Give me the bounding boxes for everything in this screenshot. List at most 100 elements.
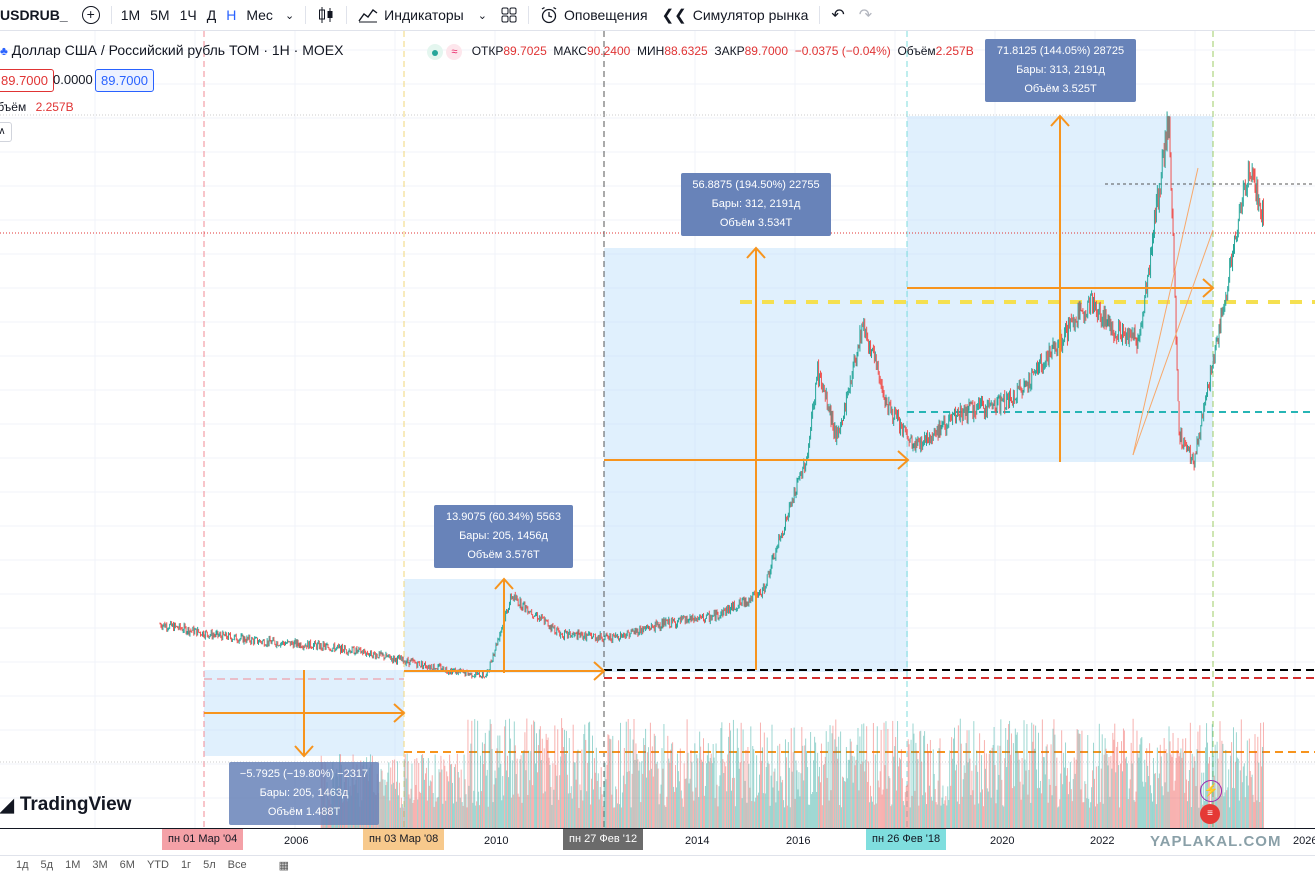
alerts-label: Оповещения	[563, 7, 648, 23]
trend-line	[1132, 229, 1214, 456]
axis-year-2022: 2022	[1090, 835, 1115, 847]
timeframe-month[interactable]: Мес	[246, 7, 273, 23]
indicators-button[interactable]: Индикаторы	[351, 0, 471, 30]
timeframe-day[interactable]: Д	[206, 7, 217, 23]
timeframe-week[interactable]: Н	[226, 7, 237, 23]
measure-bars: Бары: 312, 2191д	[711, 198, 801, 210]
undo-button[interactable]: ↶	[824, 0, 851, 30]
indicators-icon	[358, 9, 378, 23]
volume-histogram	[320, 718, 1264, 828]
redo-button[interactable]: ↷	[852, 0, 879, 30]
timeframe-1h[interactable]: 1Ч	[179, 7, 197, 23]
axis-year-2026: 2026	[1293, 835, 1315, 847]
range-3m[interactable]: 3М	[92, 859, 108, 871]
divider	[819, 6, 821, 24]
measure-change: 56.8875 (194.50%) 22755	[692, 179, 820, 191]
divider	[110, 6, 112, 24]
volume-row-value: 2.257B	[35, 100, 74, 114]
time-axis[interactable]: пн 01 Мар '04 2006 пн 03 Мар '08 2010 пн…	[0, 828, 1315, 854]
measure-volume: Объём 3.576T	[467, 549, 540, 561]
axis-year-2020: 2020	[990, 835, 1015, 847]
range-start-marker-2: пн 03 Мар '08	[363, 829, 445, 850]
measure-volume: Объём 3.534T	[719, 217, 793, 229]
brand-label: TradingView	[19, 794, 132, 815]
high-value: 90.2400	[586, 44, 631, 59]
replay-button[interactable]: ❮❮ Симулятор рынка	[655, 0, 816, 30]
measure-tooltip-4: 71.8125 (144.05%) 28725 Бары: 313, 2191д…	[985, 39, 1136, 102]
undo-icon: ↶	[831, 7, 845, 24]
range-start-marker-3: пн 27 Фев '12	[563, 829, 644, 850]
arrow-head	[1050, 114, 1070, 127]
grid-icon	[501, 7, 517, 23]
layout-button[interactable]	[494, 0, 524, 30]
alerts-button[interactable]: Оповещения	[533, 0, 655, 30]
measure-volume: Объём 1.488T	[267, 806, 341, 818]
market-status-dot	[427, 44, 443, 60]
us-flag-icon: ≡	[1200, 804, 1220, 824]
watermark: YAPLAKAL.COM	[1150, 833, 1282, 850]
change-value: −0.0375 (−0.04%)	[794, 44, 891, 59]
range-all[interactable]: Все	[227, 859, 247, 871]
range-ytd[interactable]: YTD	[146, 859, 169, 871]
indicators-dropdown[interactable]: ⌄	[471, 0, 494, 30]
calendar-icon[interactable]: ▦	[278, 859, 289, 872]
arrow-head	[593, 661, 606, 681]
delayed-data-icon: ≈	[446, 44, 463, 60]
range-1y[interactable]: 1г	[180, 859, 192, 871]
timeframe-5m[interactable]: 5М	[150, 7, 170, 23]
axis-year-2016: 2016	[786, 835, 811, 847]
open-label: ОТКР	[471, 44, 504, 59]
divider	[527, 6, 529, 24]
arrow-head	[897, 450, 910, 470]
collapse-legend-button[interactable]: ∧	[0, 122, 12, 142]
volume-label: Объём	[897, 44, 936, 59]
legend-title[interactable]: Доллар США / Российский рубль ТОМ · 1Н ·…	[11, 42, 344, 58]
lightning-icon[interactable]: ⚡	[1200, 780, 1222, 802]
buy-price-box[interactable]: 89.7000	[95, 69, 154, 92]
measure-bars: Бары: 313, 2191д	[1016, 64, 1105, 76]
ohlc-values: ≈ ОТКР89.7025 МАКС90.2400 МИН88.6325 ЗАК…	[427, 44, 974, 60]
axis-year-2006: 2006	[284, 835, 309, 847]
range-5y[interactable]: 5л	[203, 859, 216, 871]
measure-tooltip-2: 13.9075 (60.34%) 5563 Бары: 205, 1456д О…	[434, 505, 573, 568]
chart-type-button[interactable]	[310, 0, 342, 30]
timeframe-1m[interactable]: 1М	[120, 7, 141, 23]
divider	[346, 6, 348, 24]
low-value: 88.6325	[664, 44, 708, 59]
measure-change: 13.9075 (60.34%) 5563	[446, 511, 561, 523]
range-5d[interactable]: 5д	[40, 859, 54, 871]
trend-lines	[1132, 167, 1214, 456]
chevron-up-icon: ∧	[0, 126, 6, 137]
range-6m[interactable]: 6М	[119, 859, 135, 871]
plus-circle-icon: +	[81, 6, 100, 24]
range-1m[interactable]: 1М	[65, 859, 81, 871]
rewind-icon: ❮❮	[661, 7, 687, 24]
open-value: 89.7025	[503, 44, 547, 59]
replay-label: Симулятор рынка	[692, 7, 809, 23]
top-toolbar: USDRUB_ + 1М 5М 1Ч Д Н Мес ⌄ Индикаторы …	[0, 0, 1315, 31]
arrow-head	[494, 577, 514, 590]
arrow-head	[746, 246, 766, 259]
price-candles	[159, 111, 1264, 679]
candles-icon	[319, 7, 333, 23]
timeframe-dropdown[interactable]: ⌄	[278, 0, 301, 30]
chart-legend: ♣ Доллар США / Российский рубль ТОМ · 1Н…	[0, 42, 343, 58]
range-1d[interactable]: 1д	[16, 859, 29, 871]
date-range-bar: 1д 5д 1М 3М 6М YTD 1г 5л Все ▦	[0, 855, 1315, 874]
symbol-search[interactable]: USDRUB_	[0, 7, 68, 23]
measure-change: −5.7925 (−19.80%) −2317	[239, 768, 369, 780]
measure-volume: Объём 3.525T	[1024, 83, 1097, 95]
tradingview-logo[interactable]: ◢ TradingView	[0, 794, 131, 816]
add-symbol-button[interactable]: +	[75, 0, 107, 30]
range-start-marker-1: пн 01 Мар '04	[162, 829, 244, 850]
sell-price-box[interactable]: 89.7000	[0, 69, 54, 92]
indicators-label: Индикаторы	[384, 7, 464, 23]
axis-year-2010: 2010	[484, 835, 509, 847]
alarm-clock-icon	[541, 6, 557, 24]
volume-row-label: Объём	[0, 100, 27, 114]
measure-bars: Бары: 205, 1463д	[259, 787, 349, 799]
date-range-lines	[203, 31, 1214, 828]
price-chart[interactable]	[0, 31, 1315, 831]
low-label: МИН	[637, 44, 665, 59]
arrow-head	[1202, 278, 1215, 298]
